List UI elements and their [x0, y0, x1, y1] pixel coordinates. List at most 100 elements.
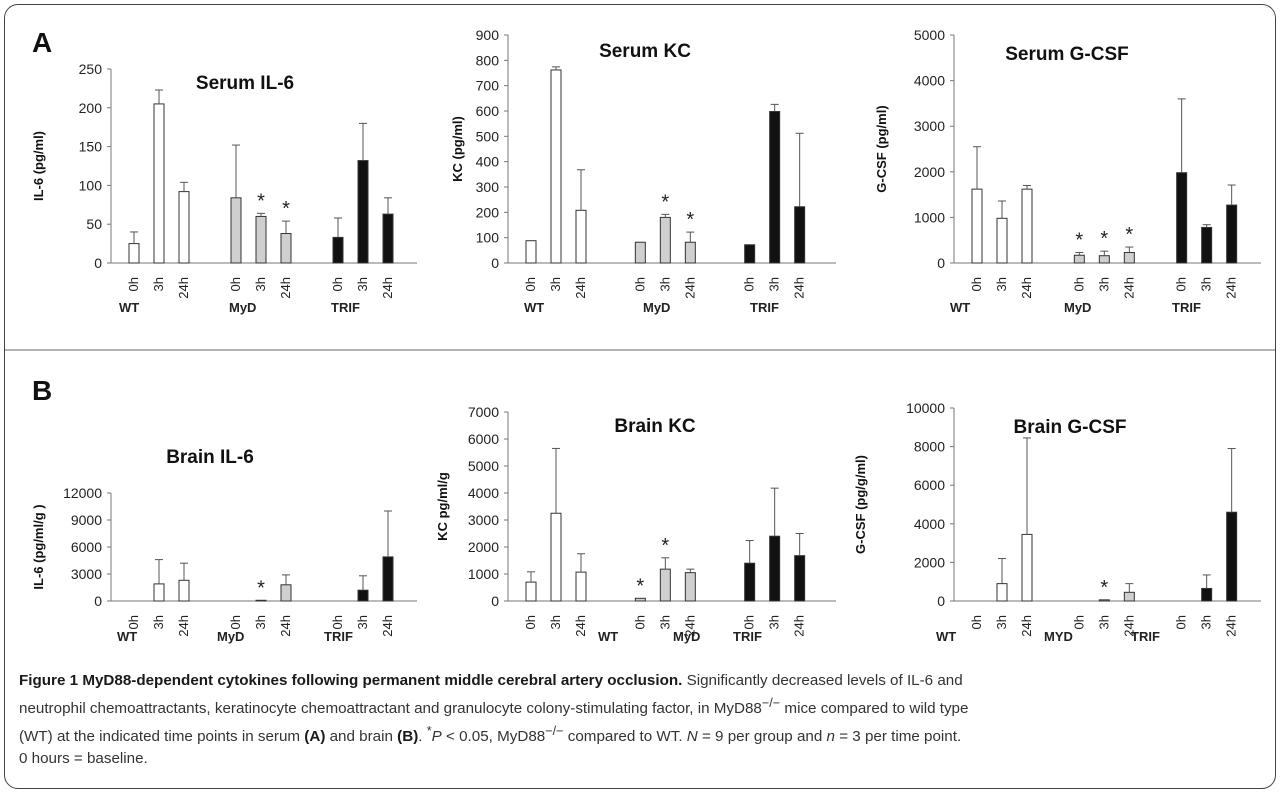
- chart-title: Brain KC: [614, 416, 696, 437]
- group-label: WT: [117, 629, 137, 644]
- category-label: 3h: [994, 277, 1009, 291]
- y-tick-label: 6000: [71, 539, 102, 555]
- y-tick-label: 0: [491, 255, 499, 271]
- caption-p: P: [431, 728, 442, 746]
- caption-line4: 0 hours = baseline.: [19, 750, 148, 768]
- category-label: 3h: [548, 615, 563, 629]
- category-label: 3h: [355, 615, 370, 629]
- significance-marker: *: [257, 577, 265, 599]
- caption-line3-sup: −/−: [545, 724, 564, 739]
- y-tick-label: 50: [86, 216, 102, 232]
- panel-letter-a: A: [32, 27, 52, 58]
- bar: [794, 555, 806, 602]
- bar: [550, 512, 562, 602]
- significance-marker: *: [257, 190, 265, 212]
- category-label: 24h: [176, 277, 191, 299]
- category-label: 24h: [278, 277, 293, 299]
- bar: [971, 188, 983, 264]
- bar: [280, 584, 292, 602]
- caption-title: MyD88-dependent cytokines following perm…: [82, 672, 683, 689]
- y-tick-label: 5000: [914, 27, 945, 43]
- bar: [1073, 254, 1085, 264]
- category-label: 0h: [1174, 277, 1189, 291]
- bar: [382, 556, 394, 602]
- chart-serum-il6: Serum IL-6 IL-6 (pg/ml) 0 50 100 150 200 250 0h 3…: [31, 61, 417, 315]
- category-label: 3h: [767, 277, 782, 291]
- y-tick-label: 9000: [71, 512, 102, 528]
- y-tick-label: 3000: [914, 118, 945, 134]
- category-label: 24h: [380, 277, 395, 299]
- bar: [128, 243, 140, 264]
- group-label: WT: [598, 629, 618, 644]
- category-label: 0h: [228, 277, 243, 291]
- y-tick-label: 150: [79, 139, 103, 155]
- bar: [744, 244, 756, 264]
- bar: [996, 217, 1008, 264]
- category-label: 0h: [1174, 615, 1189, 629]
- bar: [280, 233, 292, 264]
- caption-line3-d: < 0.05, MyD88: [441, 728, 546, 746]
- bar: [996, 583, 1008, 602]
- group-label: WT: [950, 300, 970, 315]
- bar: [769, 535, 781, 602]
- category-label: 0h: [126, 277, 141, 291]
- chart-title: Brain IL-6: [166, 447, 254, 468]
- y-tick-label: 600: [476, 103, 500, 119]
- y-tick-label: 100: [79, 177, 103, 193]
- category-label: 24h: [792, 615, 807, 637]
- category-label: 24h: [1121, 277, 1136, 299]
- chart-title: Serum KC: [599, 41, 691, 62]
- bar: [1123, 252, 1135, 264]
- category-label: 0h: [228, 615, 243, 629]
- significance-marker: *: [282, 198, 290, 220]
- y-tick-label: 7000: [468, 404, 499, 420]
- caption-line2: neutrophil chemoattractants, keratinocyt…: [19, 700, 762, 718]
- y-tick-label: 3000: [468, 512, 499, 528]
- bar: [1201, 587, 1213, 602]
- bar: [255, 599, 267, 602]
- bar: [794, 206, 806, 264]
- chart-title: Serum G-CSF: [1005, 44, 1129, 65]
- category-label: 24h: [278, 615, 293, 637]
- category-label: 3h: [657, 615, 672, 629]
- category-label: 24h: [792, 277, 807, 299]
- y-tick-label: 4000: [468, 485, 499, 501]
- caption-line2-end: mice compared to wild type: [780, 700, 969, 718]
- category-label: 24h: [1224, 277, 1239, 299]
- figure-caption: Figure 1 MyD88-dependent cytokines follo…: [19, 670, 1264, 770]
- y-tick-label: 200: [476, 204, 500, 220]
- category-label: 3h: [151, 277, 166, 291]
- category-label: 3h: [548, 277, 563, 291]
- figure-canvas: A B Serum IL-6 IL-6 (pg/ml) 0 50 100 150 200 25…: [5, 27, 1275, 644]
- bar: [525, 581, 537, 602]
- y-axis-label: G-CSF (pg/g/ml): [853, 455, 868, 554]
- caption-line2-sup: −/−: [761, 696, 781, 710]
- category-label: 3h: [657, 277, 672, 291]
- bar: [769, 111, 781, 264]
- category-label: 0h: [1071, 615, 1086, 629]
- group-label: MyD: [1064, 300, 1091, 315]
- chart-serum-kc: Serum KC KC (pg/ml) 0 100 200 300 400 500 600 700…: [450, 27, 836, 315]
- caption-line3-g: = 3 per time point.: [834, 728, 962, 746]
- caption-line3-c: .: [418, 728, 427, 746]
- y-tick-label: 800: [476, 52, 500, 68]
- y-tick-label: 500: [476, 128, 500, 144]
- category-label: 0h: [330, 277, 345, 291]
- bar: [744, 562, 756, 602]
- category-label: 3h: [1199, 615, 1214, 629]
- y-tick-label: 0: [94, 255, 102, 271]
- y-tick-label: 0: [937, 593, 945, 609]
- category-label: 24h: [1019, 277, 1034, 299]
- significance-marker: *: [661, 535, 669, 557]
- category-label: 24h: [380, 615, 395, 637]
- category-label: 3h: [253, 615, 268, 629]
- chart-brain-kc: Brain KC KC pg/ml/g 0 1000 2000 3000 4000 5000 6…: [435, 404, 836, 644]
- y-tick-label: 900: [476, 27, 500, 43]
- category-label: 24h: [573, 615, 588, 637]
- y-tick-label: 0: [491, 593, 499, 609]
- bar: [550, 69, 562, 264]
- bar: [634, 241, 646, 264]
- bar: [575, 571, 587, 602]
- bar: [357, 589, 369, 602]
- significance-marker: *: [1075, 230, 1083, 252]
